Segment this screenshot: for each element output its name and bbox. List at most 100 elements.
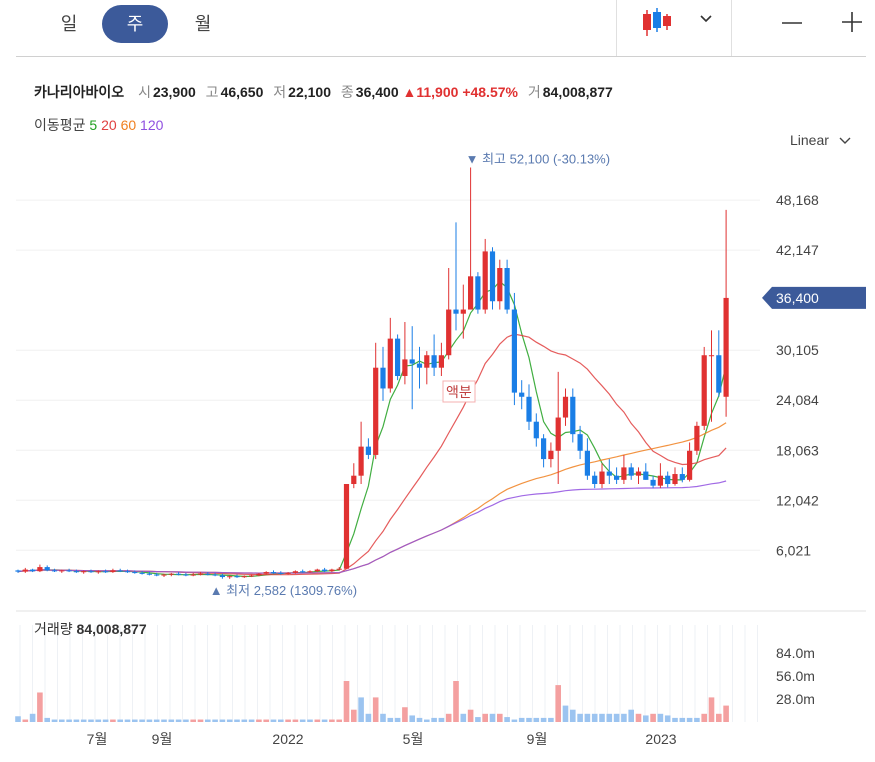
candle-body xyxy=(154,574,160,576)
tab-weekly[interactable]: 주 xyxy=(102,5,168,43)
candle xyxy=(468,167,474,310)
candle xyxy=(723,209,729,417)
candle-body xyxy=(270,572,277,574)
candle-body xyxy=(431,355,437,368)
volume-bar xyxy=(540,717,547,722)
candle-body xyxy=(329,569,335,572)
y-tick-label: 6,021 xyxy=(776,542,811,558)
candle-body xyxy=(278,572,284,574)
volume-bar xyxy=(95,719,102,722)
ma-label: 이동평균 xyxy=(34,117,86,133)
candle-body xyxy=(285,572,291,574)
volume-bar xyxy=(29,713,36,722)
open-label: 시 xyxy=(138,84,151,100)
high-marker: ▼ 최고 52,100 (-30.13%) xyxy=(466,151,610,166)
volume-bar xyxy=(664,715,671,722)
candle xyxy=(212,572,218,577)
candle xyxy=(402,322,408,385)
volume-bar xyxy=(628,709,634,722)
candle xyxy=(270,570,277,574)
volume-bar xyxy=(73,719,80,722)
volume-bar xyxy=(351,709,357,722)
tab-monthly[interactable]: 월 xyxy=(194,14,212,34)
plus-icon[interactable] xyxy=(840,10,864,34)
volume-bar xyxy=(650,713,656,722)
candle xyxy=(431,334,437,377)
price-summary: 카나리아바이오 시 23,900 고 46,650 저 22,100 종 36,400 … xyxy=(34,82,613,102)
candle-body xyxy=(117,570,123,572)
volume-bar xyxy=(438,717,445,722)
volume-bar xyxy=(256,719,262,722)
volume-bar xyxy=(212,719,218,722)
candle xyxy=(329,568,335,573)
candle-body xyxy=(438,355,444,368)
candle xyxy=(621,454,627,485)
volume-bar xyxy=(723,705,729,722)
zoom-controls xyxy=(731,0,868,56)
ma-line-60 xyxy=(17,422,727,574)
candle-body xyxy=(387,338,393,389)
candle xyxy=(650,475,656,489)
candle-body xyxy=(606,471,612,476)
candle-body xyxy=(358,446,364,476)
candle-body xyxy=(526,396,532,422)
candle xyxy=(635,467,642,485)
candle xyxy=(584,438,590,480)
candle-body xyxy=(307,571,313,573)
candle-body xyxy=(59,570,65,572)
period-toolbar: 일 주 월 xyxy=(16,0,866,57)
volume-bar xyxy=(329,719,335,722)
volume-bar xyxy=(22,719,29,722)
ma-line-5 xyxy=(17,280,727,578)
candle xyxy=(701,346,707,431)
low-marker: ▲ 최저 2,582 (1309.76%) xyxy=(210,583,357,598)
candle xyxy=(387,317,393,393)
candle xyxy=(22,567,28,573)
candle xyxy=(263,571,269,575)
candle xyxy=(110,568,116,573)
candle-body xyxy=(460,309,466,314)
candle xyxy=(117,568,123,573)
candle xyxy=(15,569,21,573)
candle xyxy=(504,259,510,314)
volume-bar xyxy=(234,719,240,722)
candle-body xyxy=(402,359,408,377)
moving-average-legend[interactable]: 이동평균 5 20 60 120 xyxy=(34,115,163,135)
candle xyxy=(453,222,459,331)
y-tick-label: 42,147 xyxy=(776,242,819,258)
candle xyxy=(555,371,561,485)
candle-body xyxy=(373,367,379,455)
candle xyxy=(307,570,313,573)
x-tick-label: 9월 xyxy=(527,731,548,747)
candle-body xyxy=(51,570,58,572)
volume-bar xyxy=(606,713,613,722)
volume-label: 거 xyxy=(527,84,541,100)
candle-body xyxy=(657,475,663,486)
volume-bar xyxy=(453,681,459,722)
tab-daily[interactable]: 일 xyxy=(60,14,78,34)
chart-type-selector[interactable] xyxy=(616,0,731,56)
candle-body xyxy=(665,475,671,485)
volume-bar xyxy=(59,719,65,722)
candle xyxy=(132,570,138,574)
volume-bar xyxy=(613,713,620,722)
candle-body xyxy=(519,392,525,397)
candle xyxy=(657,463,663,489)
candle-body xyxy=(541,438,547,460)
volume-bar xyxy=(380,713,386,722)
volume-bar xyxy=(66,719,72,722)
candle xyxy=(446,268,452,360)
candle-body xyxy=(482,251,488,310)
minus-icon[interactable] xyxy=(780,14,804,32)
volume-bar xyxy=(533,717,540,722)
candle-body xyxy=(504,268,510,310)
candle xyxy=(548,442,554,468)
low-label: 저 xyxy=(273,84,287,100)
candle xyxy=(234,574,240,578)
scale-selector[interactable]: Linear xyxy=(790,132,851,148)
candle-body xyxy=(365,446,371,455)
volume-bar xyxy=(358,697,364,722)
candle xyxy=(380,346,386,401)
candle-body xyxy=(416,363,423,368)
volume-bar xyxy=(701,713,707,722)
